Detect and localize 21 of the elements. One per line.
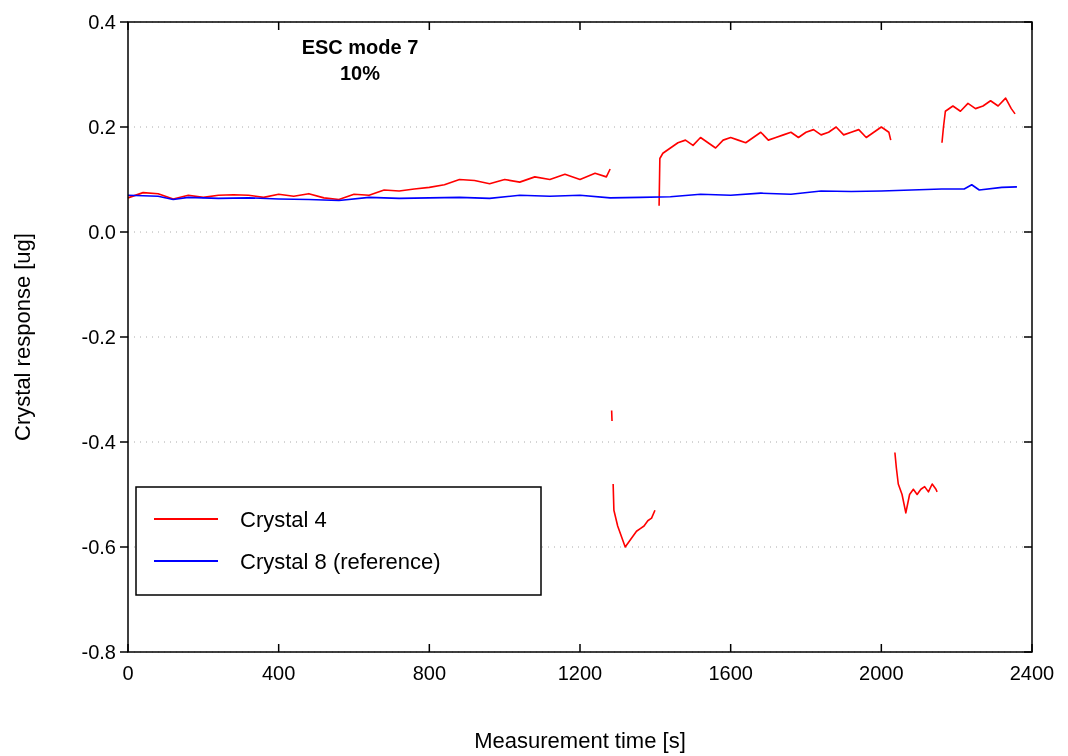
y-tick-label: 0.2 bbox=[88, 116, 116, 138]
y-axis-title: Crystal response [ug] bbox=[10, 233, 35, 441]
y-tick-label: -0.4 bbox=[81, 431, 116, 453]
legend-label: Crystal 4 bbox=[240, 506, 327, 532]
x-tick-label: 1200 bbox=[557, 662, 603, 684]
x-tick-label: 800 bbox=[412, 662, 447, 684]
y-tick-label: -0.6 bbox=[81, 536, 116, 558]
x-tick-label: 2400 bbox=[1009, 662, 1055, 684]
x-tick-label: 2000 bbox=[859, 662, 904, 684]
y-tick-label: -0.8 bbox=[81, 641, 116, 663]
x-axis-title: Measurement time [s] bbox=[474, 728, 686, 753]
x-tick-label: 400 bbox=[261, 662, 296, 684]
legend-label: Crystal 8 (reference) bbox=[240, 548, 441, 574]
y-tick-label: -0.2 bbox=[81, 326, 116, 348]
line-series bbox=[127, 183, 1018, 202]
y-tick-label: 0.0 bbox=[88, 221, 116, 243]
x-tick-label: 1600 bbox=[708, 662, 753, 684]
x-tick-label: 0 bbox=[122, 662, 134, 684]
y-tick-label: 0.4 bbox=[88, 11, 116, 33]
text: 10% bbox=[339, 62, 381, 84]
text: ESC mode 7 bbox=[301, 36, 419, 58]
